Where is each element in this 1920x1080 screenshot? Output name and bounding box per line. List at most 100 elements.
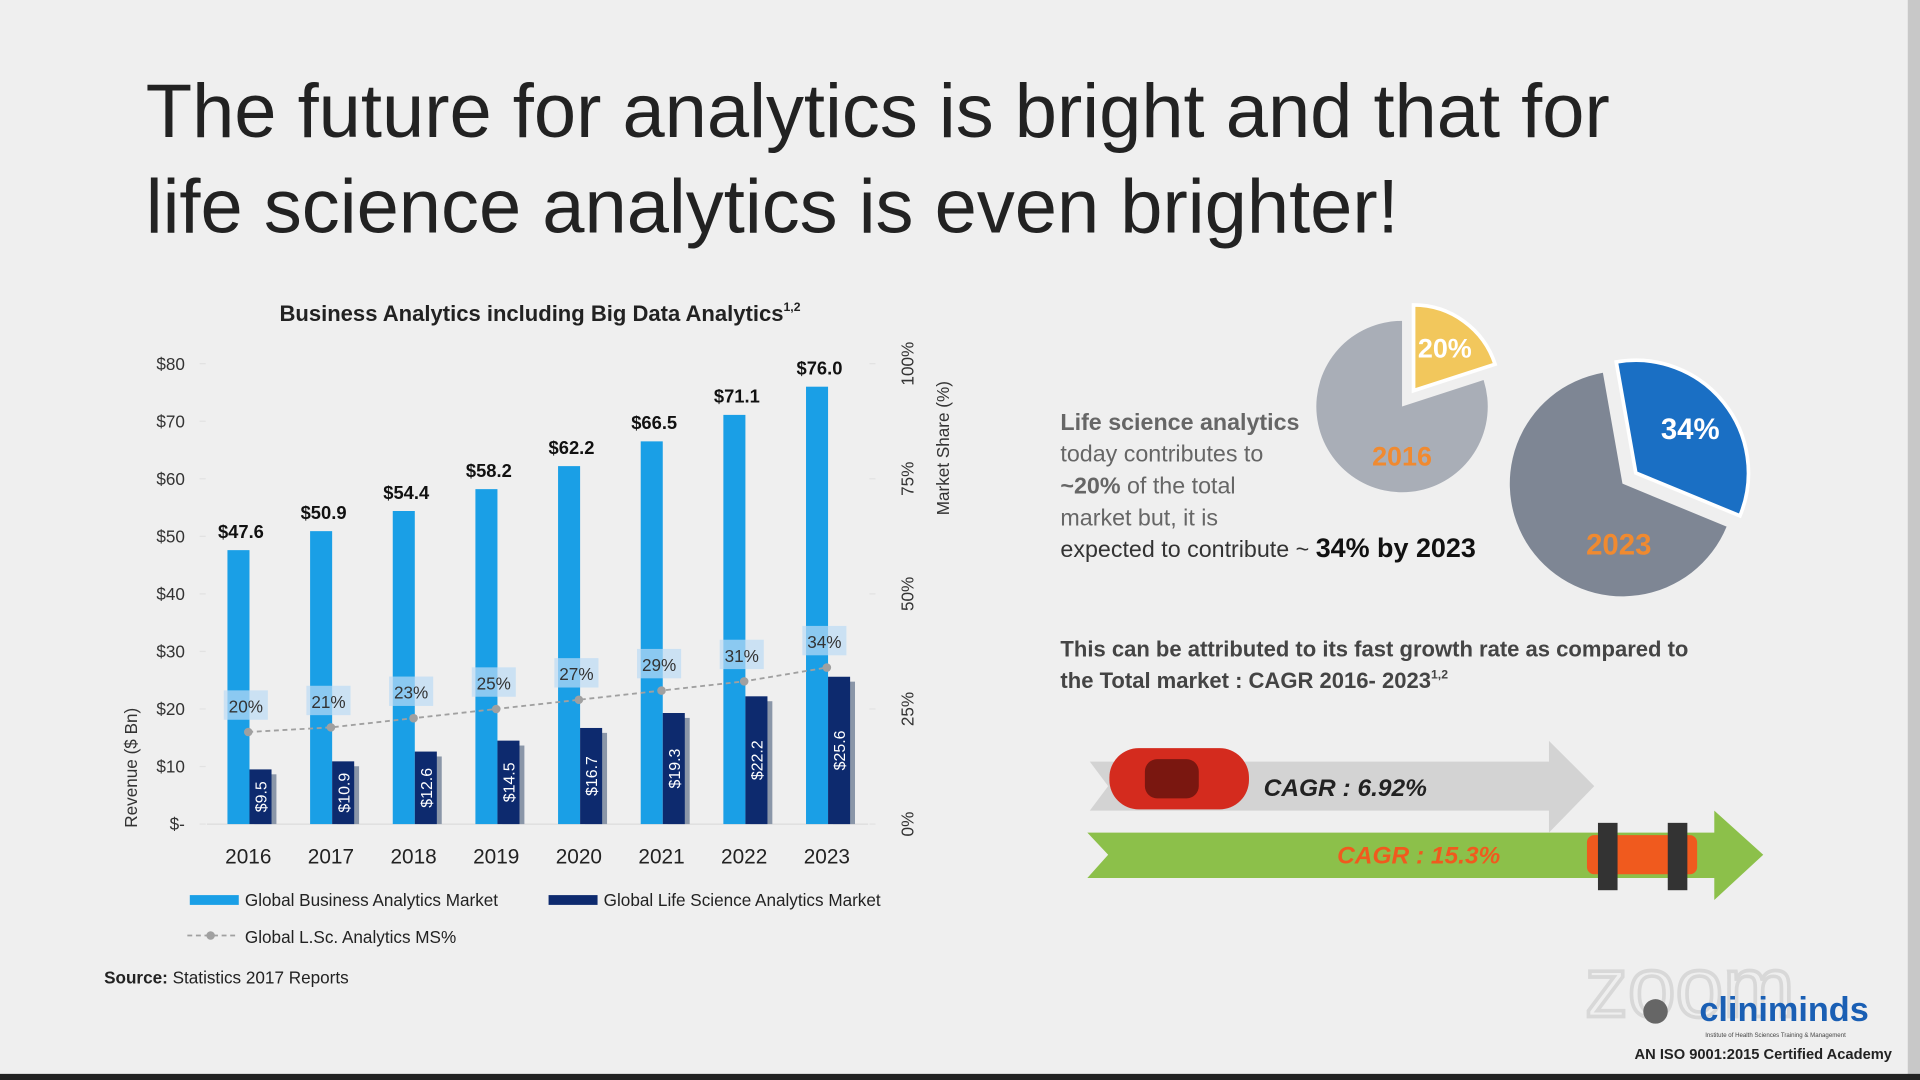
- car: [1144, 759, 1199, 799]
- line-point: [409, 713, 418, 723]
- logo: cliniminds: [1699, 991, 1868, 1029]
- watermark: zoom: [1585, 939, 1795, 1035]
- race-car: [1597, 822, 1618, 891]
- cagr-arrows: [1087, 740, 1764, 900]
- line-value-label: 27%: [559, 664, 593, 684]
- source-label: Source:: [104, 967, 168, 987]
- logo-icon: [1643, 999, 1668, 1024]
- pie-value-label: 34%: [1661, 413, 1720, 446]
- title: life science analytics is even brighter!: [146, 165, 1399, 250]
- label-box: [471, 667, 516, 697]
- pie-note: today contributes to: [1060, 441, 1263, 467]
- bar-value-label: $16.7: [584, 756, 601, 796]
- pie-label: 2023: [1586, 529, 1651, 562]
- y-tick-label: $50: [156, 526, 185, 546]
- line-point: [574, 695, 584, 705]
- label-box: [802, 625, 847, 656]
- y-tick-label: $-: [170, 814, 185, 834]
- pie-note-part: market but, it is: [1060, 504, 1218, 530]
- line-value-label: 23%: [394, 683, 428, 703]
- y2-axis-label: Market Share (%): [933, 381, 953, 515]
- growth-note: 1,2: [1431, 667, 1448, 681]
- growth-text: the Total market : CAGR 2016- 20231,2: [1060, 667, 1448, 693]
- bar-value-label: $19.3: [667, 748, 684, 788]
- source: Source: Statistics 2017 Reports: [104, 967, 349, 987]
- bar: [414, 751, 437, 825]
- bar-value-label: $12.6: [419, 768, 436, 808]
- title: The future for analytics is bright and t…: [146, 69, 1610, 154]
- line-value-label: 34%: [807, 632, 841, 652]
- x-tick-label: 2023: [804, 845, 850, 868]
- pie-rest: [1509, 372, 1727, 597]
- x-tick-label: 2018: [390, 845, 436, 868]
- bar: [497, 740, 520, 825]
- y-tick-label: $60: [156, 469, 185, 489]
- legend-swatch: [189, 895, 239, 905]
- bar-value-label: $50.9: [301, 502, 347, 523]
- pie-note-part: ~20%: [1060, 472, 1120, 498]
- y-tick-label: $80: [156, 354, 185, 374]
- bar: [640, 441, 663, 825]
- pie-note-part: Life science analytics: [1060, 409, 1299, 435]
- line-value-label: 31%: [725, 646, 759, 666]
- line-value-label: 20%: [229, 696, 263, 716]
- bar: [227, 550, 250, 825]
- line-value-label: 25%: [477, 673, 511, 693]
- y2-tick-label: 75%: [897, 462, 917, 496]
- pie-value-label: 20%: [1418, 333, 1472, 363]
- chart-title: Business Analytics including Big Data An…: [279, 301, 783, 326]
- legend-label: Global Business Analytics Market: [245, 890, 498, 910]
- label-box: [389, 676, 434, 706]
- line-point: [491, 704, 501, 714]
- chart-title-note: 1,2: [783, 300, 800, 314]
- bar-value-label: $14.5: [502, 762, 519, 802]
- bar: [806, 386, 829, 825]
- bar: [828, 676, 851, 825]
- cagr-label: CAGR : 6.92%: [1264, 775, 1427, 802]
- label-box: [719, 639, 764, 670]
- x-tick-label: 2022: [721, 845, 767, 868]
- line: [248, 666, 827, 733]
- legend-label: Global Life Science Analytics Market: [604, 890, 881, 910]
- bar: [332, 761, 355, 825]
- bar-value-label: $9.5: [254, 781, 271, 812]
- bar: [745, 696, 768, 825]
- bar-value-label: $62.2: [549, 437, 595, 458]
- bar: [580, 727, 603, 825]
- y2-tick-label: 50%: [897, 577, 917, 611]
- label-box: [637, 648, 682, 679]
- bar-value-label: $25.6: [832, 730, 849, 770]
- y-tick-label: $10: [156, 757, 185, 777]
- legend-swatch: [548, 895, 598, 905]
- label-box: [306, 685, 351, 716]
- pie-slice: [1411, 303, 1498, 394]
- x-tick-label: 2020: [556, 845, 602, 868]
- bar: [475, 489, 498, 825]
- legend-label: Global L.Sc. Analytics MS%: [245, 927, 456, 947]
- legend-swatch: [206, 931, 215, 940]
- pie-rest: [1316, 320, 1488, 493]
- bar: [723, 414, 746, 825]
- growth-line: This can be attributed to its fast growt…: [1060, 636, 1688, 661]
- pie-note-part: of the total: [1121, 472, 1236, 498]
- bar: [249, 769, 272, 825]
- growth-text: This can be attributed to its fast growt…: [1060, 636, 1688, 661]
- edge: [0, 1073, 1920, 1080]
- cagr-label: CAGR : 15.3%: [1337, 842, 1500, 869]
- pie-note: Life science analytics: [1060, 409, 1299, 435]
- bar: [310, 531, 333, 825]
- bar: [558, 466, 581, 825]
- pie-note-part: today contributes to: [1060, 441, 1263, 467]
- y-tick-label: $30: [156, 642, 185, 662]
- y2-tick-label: 100%: [897, 342, 917, 386]
- bar: [662, 713, 685, 825]
- bar: [392, 511, 415, 825]
- y2-tick-label: 25%: [897, 692, 917, 726]
- race-car: [1667, 822, 1688, 891]
- y-tick-label: $20: [156, 699, 185, 719]
- bar-value-label: $76.0: [797, 357, 843, 378]
- line-point: [822, 663, 832, 672]
- edge: [1907, 0, 1920, 1080]
- x-tick-label: 2017: [308, 845, 354, 868]
